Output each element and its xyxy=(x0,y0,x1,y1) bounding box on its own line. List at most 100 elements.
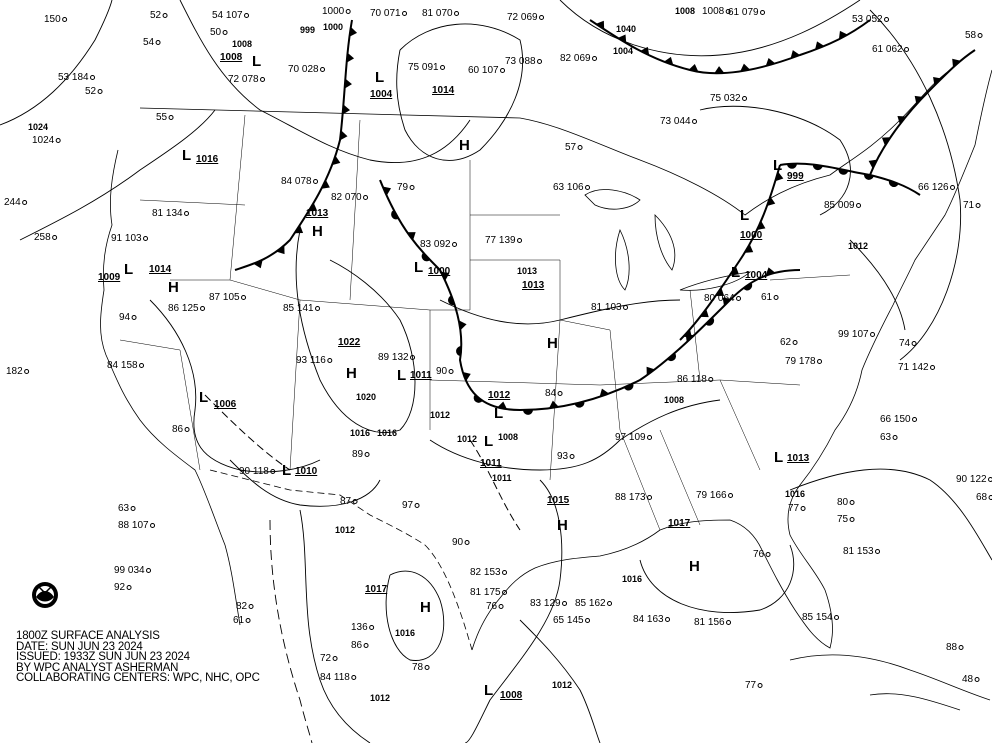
warm-front-semicircle-icon xyxy=(786,163,797,169)
station-value: 244 xyxy=(4,197,21,208)
station-value: 82 xyxy=(236,601,248,612)
station-value: 81 153 xyxy=(843,546,874,557)
low-pressure-center: L xyxy=(484,433,493,450)
isobar-label: 1024 xyxy=(28,122,48,132)
station-circle-icon xyxy=(351,675,357,680)
station-circle-icon xyxy=(244,13,250,18)
station-value: 84 078 xyxy=(281,176,312,187)
cold-front-triangle-icon xyxy=(952,58,961,68)
station-circle-icon xyxy=(647,495,653,500)
low-pressure-center: L xyxy=(773,157,782,174)
cold-front-triangle-icon xyxy=(722,297,732,306)
station-value: 72 069 xyxy=(507,12,538,23)
isobar xyxy=(19,109,216,241)
isobar xyxy=(869,9,962,361)
station-value: 61 062 xyxy=(872,44,903,55)
station-value: 50 xyxy=(210,27,222,38)
station-circle-icon xyxy=(248,604,254,609)
station-circle-icon xyxy=(90,75,96,80)
central-pressure-label: 1009 xyxy=(98,272,121,283)
low-pressure-center: L xyxy=(252,53,261,70)
station-circle-icon xyxy=(607,601,613,606)
station-circle-icon xyxy=(222,30,228,35)
central-pressure-label: 1000 xyxy=(428,266,451,277)
central-pressure-label: 1013 xyxy=(306,208,329,219)
front-symbols xyxy=(253,20,961,415)
central-pressure-label: 1017 xyxy=(668,518,691,529)
station-circle-icon xyxy=(800,506,806,511)
station-circle-icon xyxy=(904,47,910,52)
central-pressure-label: 1016 xyxy=(196,154,219,165)
station-circle-icon xyxy=(150,523,156,528)
cold-front-triangle-icon xyxy=(766,196,776,206)
station-value: 81 156 xyxy=(694,617,725,628)
station-circle-icon xyxy=(97,89,103,94)
high-pressure-center: H xyxy=(557,517,568,534)
station-value: 86 118 xyxy=(677,374,707,385)
cold-front xyxy=(869,49,976,176)
coastline-west xyxy=(100,149,241,626)
station-value: 258 xyxy=(34,232,51,243)
station-circle-icon xyxy=(146,568,152,573)
station-value: 97 109 xyxy=(615,432,646,443)
station-circle-icon xyxy=(665,617,671,622)
station-circle-icon xyxy=(369,625,375,630)
legend-date: DATE: SUN JUN 23 2024 xyxy=(16,640,143,653)
high-pressure-center: H xyxy=(547,335,558,352)
station-value: 86 xyxy=(172,424,184,435)
station-circle-icon xyxy=(332,656,338,661)
isobar xyxy=(849,239,906,331)
station-value: 89 xyxy=(352,449,364,460)
station-value: 88 xyxy=(946,642,958,653)
great-lakes xyxy=(584,189,752,291)
station-circle-icon xyxy=(126,585,132,590)
low-pressure-center: L xyxy=(124,261,133,278)
station-circle-icon xyxy=(911,341,917,346)
isobar-label: 1016 xyxy=(377,428,397,438)
canada-border xyxy=(139,69,951,216)
cold-front-triangle-icon xyxy=(815,41,825,50)
station-value: 82 069 xyxy=(560,53,591,64)
station-value: 72 xyxy=(320,653,332,664)
caribbean-coast xyxy=(789,654,991,711)
station-value: 85 154 xyxy=(802,612,833,623)
isobar xyxy=(439,299,681,325)
isobar-label: 1000 xyxy=(323,22,343,32)
central-pressure-label: 1004 xyxy=(370,89,393,100)
station-value: 93 116 xyxy=(296,355,326,366)
cold-front-triangle-icon xyxy=(253,259,263,269)
station-value: 75 xyxy=(837,514,849,525)
station-circle-icon xyxy=(577,145,583,150)
mexico-border xyxy=(209,469,473,651)
station-value: 79 178 xyxy=(785,356,816,367)
station-value: 52 xyxy=(150,10,162,21)
central-pressure-label: 1015 xyxy=(547,495,570,506)
cold-front-triangle-icon xyxy=(342,104,351,115)
central-pressure-label: 1008 xyxy=(500,690,523,701)
station-value: 87 105 xyxy=(209,292,240,303)
cold-front xyxy=(234,19,353,271)
warm-front-semicircle-icon xyxy=(863,173,874,180)
station-value: 1000 xyxy=(322,6,345,17)
station-circle-icon xyxy=(440,65,446,70)
station-circle-icon xyxy=(184,211,190,216)
cold-front-triangle-icon xyxy=(332,155,341,166)
station-circle-icon xyxy=(592,56,598,61)
cold-front-triangle-icon xyxy=(740,63,751,72)
cold-front-triangle-icon xyxy=(715,287,725,296)
central-pressure-label: 1011 xyxy=(480,458,502,469)
isobar-label: 1012 xyxy=(552,680,572,690)
low-pressure-center: L xyxy=(375,69,384,86)
station-circle-icon xyxy=(557,391,563,396)
station-circle-icon xyxy=(988,477,992,482)
low-pressure-center: L xyxy=(774,449,783,466)
central-pressure-label: 1012 xyxy=(488,390,511,401)
station-value: 73 088 xyxy=(505,56,536,67)
station-value: 68 xyxy=(976,492,988,503)
isobar xyxy=(699,105,851,216)
station-value: 90 122 xyxy=(956,474,987,485)
cold-front-triangle-icon xyxy=(688,63,699,72)
station-circle-icon xyxy=(448,369,454,374)
